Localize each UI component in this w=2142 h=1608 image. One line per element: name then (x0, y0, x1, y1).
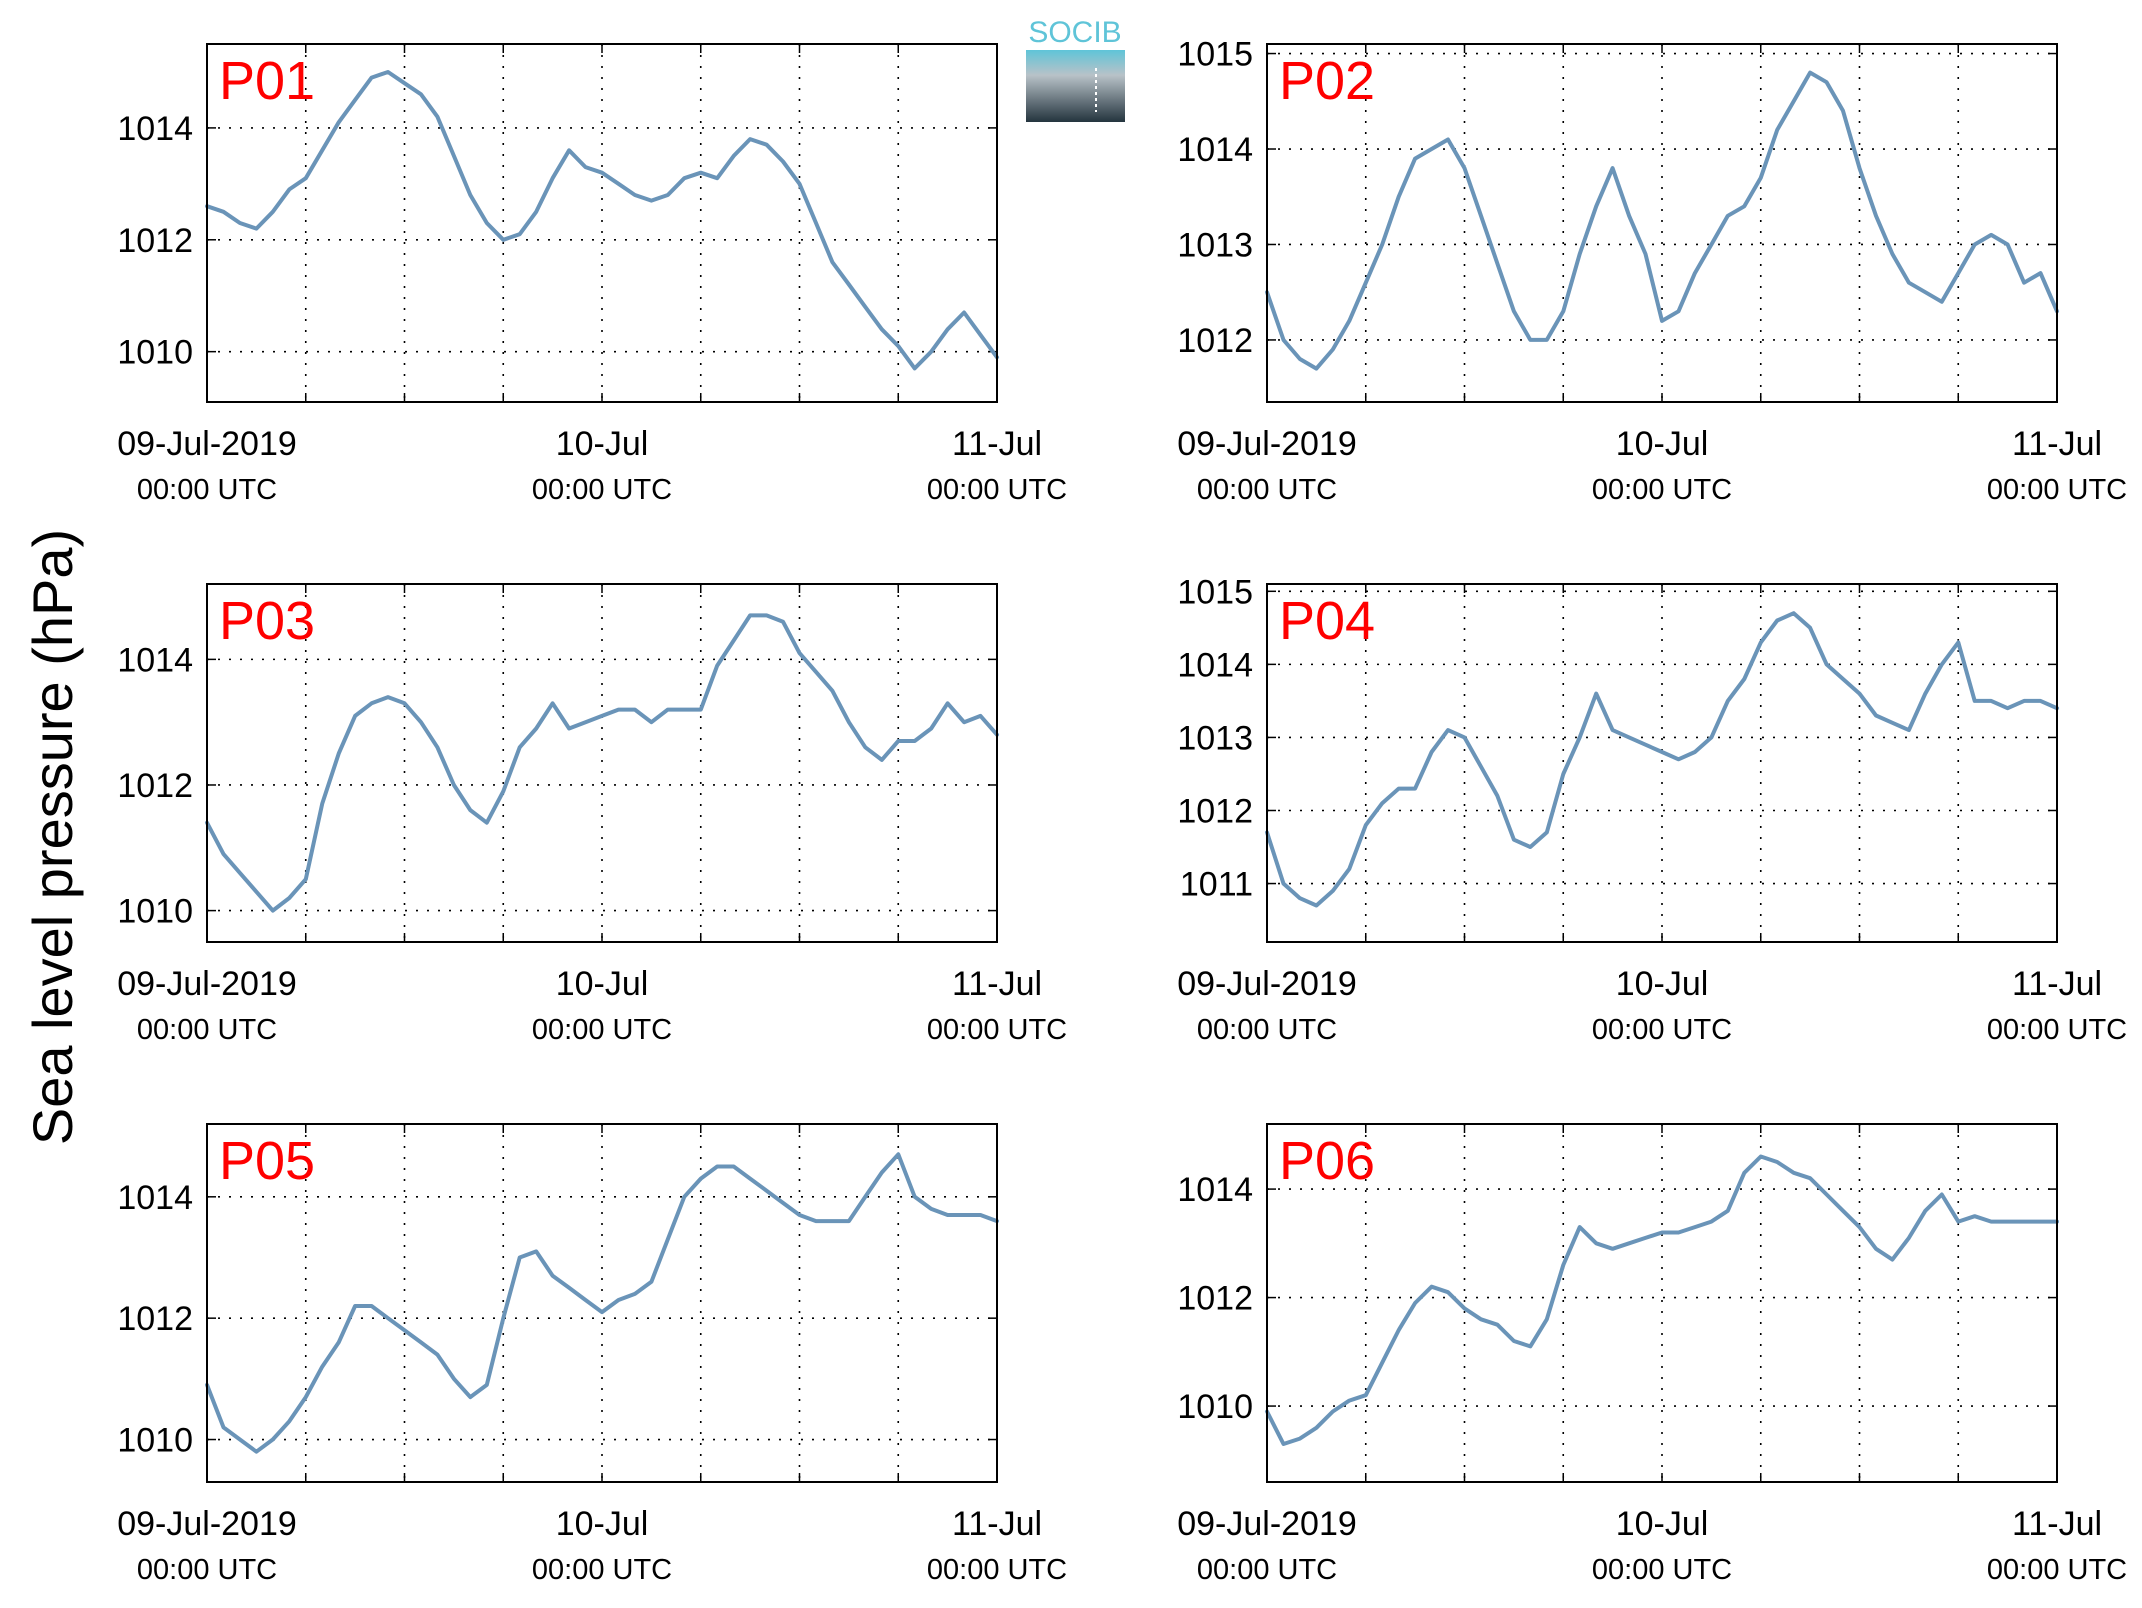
station-label: P05 (219, 1131, 315, 1191)
x-tick-time-label: 00:00 UTC (1592, 1014, 1732, 1046)
y-tick-label: 1012 (117, 767, 193, 805)
x-tick-date-label: 10-Jul (1616, 425, 1709, 463)
series-line-p02 (1265, 70, 2059, 371)
panel-p05: 1010 1012 1014 09-Jul-2019 00:00 UTC 10-Jul 00… (117, 1123, 1067, 1586)
x-tick-time-label: 00:00 UTC (1987, 474, 2127, 506)
y-tick-label: 1015 (1177, 36, 1253, 74)
panel-p04: 1011 1012 1013 1014 1015 09-Jul-2019 00:00 UTC… (1177, 573, 2127, 1046)
logo-block (1026, 50, 1125, 122)
x-tick-date-label: 10-Jul (556, 425, 649, 463)
x-tick-date-label: 11-Jul (952, 425, 1042, 463)
series-line-p06 (1265, 1154, 2059, 1446)
series-line-p04 (1265, 611, 2059, 908)
y-tick-label: 1012 (1177, 792, 1253, 830)
x-tick-time-label: 00:00 UTC (927, 1554, 1067, 1586)
plot-frame (1266, 583, 2058, 943)
x-tick-time-label: 00:00 UTC (1987, 1554, 2127, 1586)
x-tick-time-label: 00:00 UTC (137, 1554, 277, 1586)
socib-logo: SOCIB (1026, 16, 1125, 122)
x-tick-time-label: 00:00 UTC (137, 1014, 277, 1046)
x-tick-date-label: 09-Jul-2019 (1177, 425, 1357, 463)
panel-grid: 1010 1012 1014 09-Jul-2019 00:00 UTC 10-Jul 00… (117, 36, 2127, 1586)
x-tick-time-label: 00:00 UTC (532, 1554, 672, 1586)
x-tick-date-label: 09-Jul-2019 (117, 1505, 297, 1543)
x-tick-date-label: 11-Jul (2012, 1505, 2102, 1543)
x-tick-time-label: 00:00 UTC (927, 1014, 1067, 1046)
y-tick-label: 1012 (1177, 1280, 1253, 1318)
y-tick-label: 1012 (117, 222, 193, 260)
x-tick-time-label: 00:00 UTC (927, 474, 1067, 506)
station-label: P06 (1279, 1131, 1375, 1191)
logo-text: SOCIB (1028, 16, 1121, 49)
station-label: P03 (219, 591, 315, 651)
station-label: P01 (219, 51, 315, 111)
x-tick-time-label: 00:00 UTC (1197, 1014, 1337, 1046)
x-tick-date-label: 11-Jul (2012, 965, 2102, 1003)
series-line-p01 (205, 70, 999, 371)
panel-p06: 1010 1012 1014 09-Jul-2019 00:00 UTC 10-Jul 00… (1177, 1123, 2127, 1586)
series-line-p05 (205, 1152, 999, 1454)
plot-frame (1266, 43, 2058, 403)
panel-p02: 1012 1013 1014 1015 09-Jul-2019 00:00 UTC 10-J… (1177, 36, 2127, 506)
x-tick-time-label: 00:00 UTC (532, 474, 672, 506)
station-label: P02 (1279, 51, 1375, 111)
y-tick-label: 1010 (117, 893, 193, 931)
x-tick-date-label: 11-Jul (952, 965, 1042, 1003)
y-tick-label: 1012 (117, 1300, 193, 1338)
y-tick-label: 1012 (1177, 322, 1253, 360)
plot-frame (206, 1123, 998, 1483)
x-tick-time-label: 00:00 UTC (137, 474, 277, 506)
x-tick-date-label: 10-Jul (1616, 1505, 1709, 1543)
x-tick-date-label: 09-Jul-2019 (1177, 965, 1357, 1003)
y-tick-label: 1014 (1177, 1171, 1253, 1209)
y-tick-label: 1014 (1177, 131, 1253, 169)
y-tick-label: 1014 (117, 110, 193, 148)
x-tick-time-label: 00:00 UTC (1197, 474, 1337, 506)
y-tick-label: 1014 (117, 1179, 193, 1217)
x-tick-time-label: 00:00 UTC (532, 1014, 672, 1046)
y-tick-label: 1013 (1177, 719, 1253, 757)
station-label: P04 (1279, 591, 1375, 651)
x-tick-date-label: 10-Jul (1616, 965, 1709, 1003)
x-tick-time-label: 00:00 UTC (1592, 1554, 1732, 1586)
x-tick-date-label: 11-Jul (952, 1505, 1042, 1543)
y-tick-label: 1014 (117, 641, 193, 679)
series-line-p03 (205, 613, 999, 913)
x-tick-date-label: 10-Jul (556, 1505, 649, 1543)
x-tick-date-label: 09-Jul-2019 (1177, 1505, 1357, 1543)
x-tick-date-label: 11-Jul (2012, 425, 2102, 463)
y-tick-label: 1013 (1177, 226, 1253, 264)
y-tick-label: 1010 (117, 334, 193, 372)
y-tick-label: 1011 (1180, 866, 1253, 904)
x-tick-time-label: 00:00 UTC (1592, 474, 1732, 506)
panel-p01: 1010 1012 1014 09-Jul-2019 00:00 UTC 10-Jul 00… (117, 43, 1067, 506)
x-tick-time-label: 00:00 UTC (1987, 1014, 2127, 1046)
plot-frame (206, 43, 998, 403)
y-tick-label: 1010 (117, 1422, 193, 1460)
plot-frame (206, 583, 998, 943)
y-tick-label: 1015 (1177, 573, 1253, 611)
y-tick-label: 1010 (1177, 1388, 1253, 1426)
x-tick-date-label: 10-Jul (556, 965, 649, 1003)
y-tick-label: 1014 (1177, 646, 1253, 684)
panel-p03: 1010 1012 1014 09-Jul-2019 00:00 UTC 10-Jul 00… (117, 583, 1067, 1046)
x-tick-date-label: 09-Jul-2019 (117, 425, 297, 463)
y-axis-label: Sea level pressure (hPa) (21, 529, 84, 1145)
x-tick-time-label: 00:00 UTC (1197, 1554, 1337, 1586)
x-tick-date-label: 09-Jul-2019 (117, 965, 297, 1003)
plot-frame (1266, 1123, 2058, 1483)
